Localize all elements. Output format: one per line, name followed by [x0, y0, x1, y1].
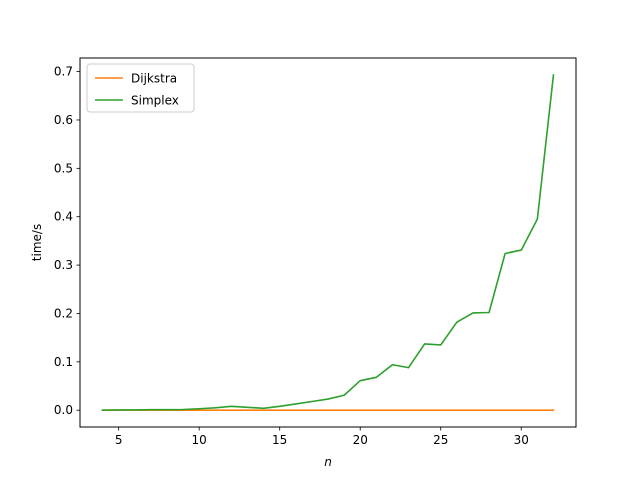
legend: Dijkstra Simplex — [86, 63, 195, 113]
y-axis: 0.0 0.1 0.2 0.3 0.4 0.5 0.6 0.7 — [54, 65, 80, 417]
y-tick-label: 0.2 — [54, 306, 73, 320]
y-tick-label: 0.3 — [54, 258, 73, 272]
plot-area-frame — [79, 57, 577, 428]
y-tick-label: 0.7 — [54, 65, 73, 79]
x-axis: 5 10 15 20 25 30 — [115, 427, 529, 447]
y-tick-label: 0.1 — [54, 355, 73, 369]
y-axis-label: time/s — [30, 224, 44, 261]
legend-label-simplex: Simplex — [131, 94, 179, 108]
series-layer — [101, 74, 555, 412]
x-tick-label: 20 — [353, 433, 368, 447]
x-tick-label: 25 — [433, 433, 448, 447]
x-tick-label: 5 — [115, 433, 123, 447]
y-tick-label: 0.5 — [54, 161, 73, 175]
x-axis-label: n — [324, 455, 332, 469]
y-tick-label: 0.6 — [54, 113, 73, 127]
x-tick-label: 10 — [192, 433, 207, 447]
legend-label-dijkstra: Dijkstra — [131, 72, 177, 86]
series-line-simplex — [101, 74, 555, 412]
x-tick-label: 30 — [514, 433, 529, 447]
x-tick-label: 15 — [272, 433, 287, 447]
y-tick-label: 0.4 — [54, 210, 73, 224]
y-tick-label: 0.0 — [54, 403, 73, 417]
